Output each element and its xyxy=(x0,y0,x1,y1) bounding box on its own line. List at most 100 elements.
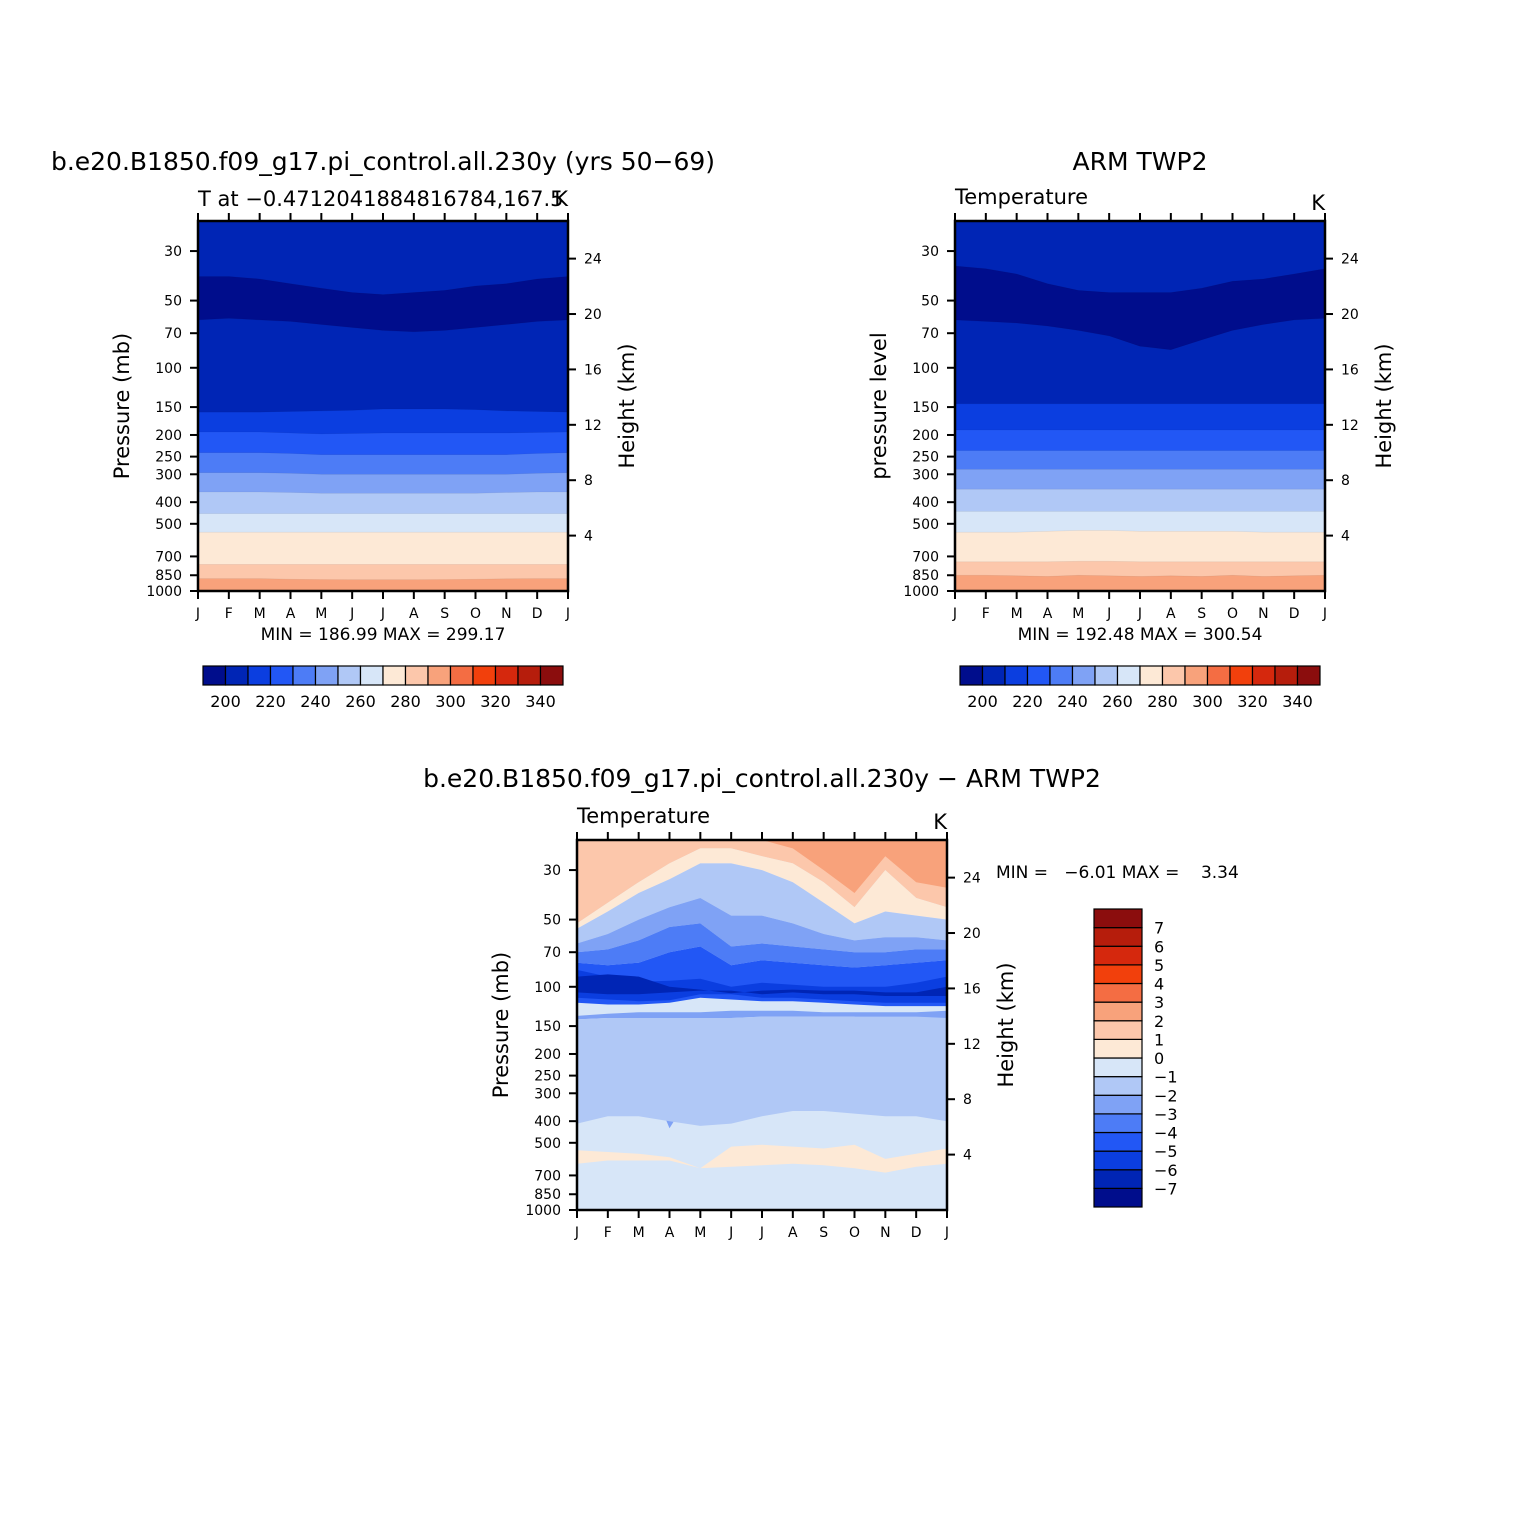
colorbar-swatch xyxy=(1161,665,1186,686)
min-max-label: MIN = −6.01 MAX = 3.34 xyxy=(996,863,1239,883)
colorbar-swatch xyxy=(359,665,384,686)
y-tick-label: 100 xyxy=(155,361,182,377)
colorbar-swatch xyxy=(981,665,1006,686)
colorbar-swatch xyxy=(1093,1169,1143,1189)
y-tick-label: 250 xyxy=(534,1069,561,1085)
panel-subtitle-right: K xyxy=(1311,191,1326,215)
colorbar-label: −5 xyxy=(1154,1142,1178,1161)
contour-line xyxy=(955,530,1325,533)
y-tick-label: 200 xyxy=(912,428,939,444)
y-tick-label: 850 xyxy=(155,568,182,584)
x-tick-label: D xyxy=(911,1225,922,1241)
y-right-tick-label: 20 xyxy=(963,926,981,942)
colorbar-swatch xyxy=(427,665,452,686)
y-tick-label: 100 xyxy=(912,361,939,377)
y-tick-label: 700 xyxy=(534,1168,561,1184)
colorbar-swatch xyxy=(1296,665,1321,686)
colorbar-swatch xyxy=(382,665,407,686)
y-right-tick-label: 8 xyxy=(963,1092,972,1108)
panel-obs: ARM TWP2 Temperature K J F M A M J J A S O N D J 30 50… xyxy=(867,147,1396,711)
y-right-tick-label: 24 xyxy=(1341,252,1359,268)
x-tick-label: J xyxy=(952,606,957,622)
colorbar-swatch xyxy=(314,665,339,686)
y-tick-label: 1000 xyxy=(903,584,939,600)
y-right-tick-label: 16 xyxy=(963,981,981,997)
y-tick-label: 850 xyxy=(534,1187,561,1203)
colorbar-swatch xyxy=(1093,964,1143,985)
x-tick-label: J xyxy=(195,606,200,622)
y-axis-label: pressure level xyxy=(867,332,891,479)
contour-band xyxy=(577,840,947,893)
y-axis-label: Pressure (mb) xyxy=(489,952,513,1099)
colorbar-label: 240 xyxy=(300,692,331,711)
colorbar-swatch xyxy=(472,665,497,686)
y-tick-label: 150 xyxy=(912,400,939,416)
y-tick-label: 700 xyxy=(912,549,939,565)
x-tick-label: S xyxy=(1197,606,1206,622)
y-tick-label: 150 xyxy=(534,1019,561,1035)
colorbar-label: −4 xyxy=(1154,1124,1178,1143)
colorbar: 200 220 240 260 280 300 320 340 xyxy=(959,665,1321,711)
x-tick-label: J xyxy=(1137,606,1142,622)
contour-band xyxy=(577,863,947,944)
panel-subtitle-left: Temperature xyxy=(576,804,710,828)
x-tick-label: O xyxy=(849,1225,860,1241)
colorbar-swatch xyxy=(1093,1076,1143,1096)
colorbar-swatch xyxy=(1093,1131,1143,1152)
x-tick-label: A xyxy=(409,606,419,622)
x-tick-label: J xyxy=(759,1225,764,1241)
x-tick-label: O xyxy=(1227,606,1238,622)
min-max-label: MIN = 192.48 MAX = 300.54 xyxy=(1018,625,1263,645)
colorbar-swatch xyxy=(1093,1020,1143,1040)
y-tick-label: 400 xyxy=(534,1114,561,1130)
x-tick-label: J xyxy=(349,606,354,622)
colorbar-label: 300 xyxy=(435,692,466,711)
colorbar-label: 220 xyxy=(255,692,286,711)
y-axis-right-label: Height (km) xyxy=(994,962,1018,1087)
colorbar-swatch xyxy=(1026,665,1051,686)
contour-line xyxy=(198,317,568,333)
y-tick-label: 500 xyxy=(534,1136,561,1152)
contour-band xyxy=(577,1144,947,1173)
contour-line xyxy=(198,472,568,475)
colorbar-label: 240 xyxy=(1057,692,1088,711)
colorbar-label: 3 xyxy=(1154,993,1164,1012)
colorbar-swatch xyxy=(1206,665,1231,686)
x-tick-label: A xyxy=(788,1225,798,1241)
colorbar-swatch xyxy=(539,665,564,686)
colorbar-swatch xyxy=(1116,665,1141,686)
x-tick-label: J xyxy=(944,1225,949,1241)
x-tick-label: F xyxy=(982,606,990,622)
colorbar-label: 280 xyxy=(390,692,421,711)
panel-title: b.e20.B1850.f09_g17.pi_control.all.230y … xyxy=(51,147,715,176)
colorbar-label: −2 xyxy=(1154,1086,1178,1105)
y-axis-right-label: Height (km) xyxy=(1372,343,1396,468)
colorbar-label: 200 xyxy=(967,692,998,711)
x-tick-label: S xyxy=(440,606,449,622)
contour-band xyxy=(577,848,947,929)
contour-band xyxy=(577,1016,947,1126)
y-tick-label: 1000 xyxy=(525,1203,561,1219)
contour-band xyxy=(577,923,947,968)
contour-band xyxy=(198,221,568,295)
panel-model: b.e20.B1850.f09_g17.pi_control.all.230y … xyxy=(51,147,715,711)
colorbar-swatch xyxy=(1093,982,1143,1003)
colorbar-swatch xyxy=(1093,1038,1143,1059)
y-tick-label: 250 xyxy=(155,450,182,466)
colorbar-swatch xyxy=(1274,665,1299,686)
contour-area xyxy=(198,221,568,591)
colorbar-swatch xyxy=(517,665,542,686)
y-right-tick-label: 4 xyxy=(1341,529,1350,545)
colorbar-label: 260 xyxy=(345,692,376,711)
colorbar-swatch xyxy=(959,665,984,686)
y-tick-label: 50 xyxy=(921,294,939,310)
colorbar-swatch xyxy=(494,665,519,686)
colorbar-swatch xyxy=(1093,1150,1143,1171)
colorbar-swatch xyxy=(1229,665,1254,686)
y-tick-label: 30 xyxy=(543,863,561,879)
colorbar-label: 5 xyxy=(1154,956,1164,975)
colorbar-label: −1 xyxy=(1154,1068,1178,1087)
colorbar: 200 220 240 260 280 300 320 340 xyxy=(202,665,564,711)
colorbar-swatch xyxy=(1139,665,1164,686)
